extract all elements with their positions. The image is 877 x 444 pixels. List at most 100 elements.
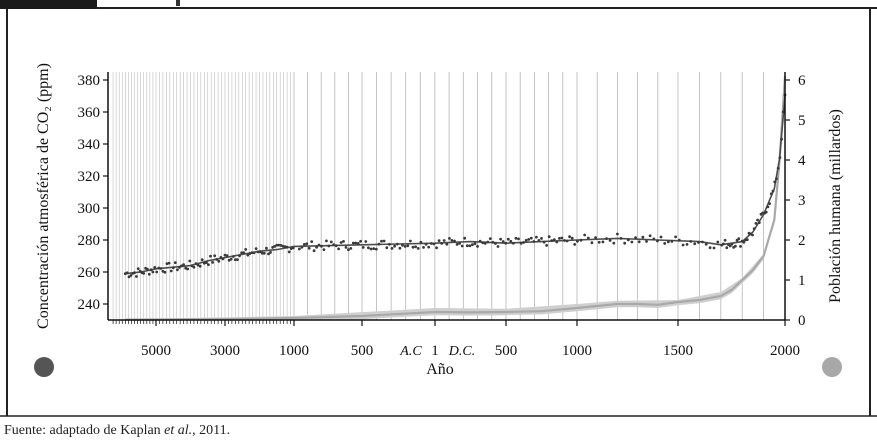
co2-point <box>483 242 487 245</box>
y-right-axis-title: Población humana (millardos) <box>827 109 844 303</box>
co2-point <box>742 240 746 244</box>
co2-point <box>344 246 348 249</box>
co2-point <box>200 258 204 262</box>
co2-point <box>176 268 179 272</box>
co2-point <box>327 244 331 248</box>
co2-point <box>354 241 358 245</box>
co2-point <box>689 240 693 243</box>
co2-point <box>419 240 423 244</box>
co2-point <box>478 239 482 243</box>
co2-point <box>524 238 528 242</box>
co2-point <box>215 258 219 261</box>
co2-point <box>442 239 446 242</box>
co2-point <box>519 241 523 245</box>
co2-point <box>225 254 229 258</box>
co2-point <box>630 240 634 244</box>
co2-point <box>317 243 321 247</box>
co2-point <box>229 257 233 261</box>
co2-point <box>182 263 186 266</box>
co2-point <box>359 239 362 243</box>
co2-point <box>146 267 149 271</box>
co2-point <box>231 255 235 258</box>
co2-point <box>781 110 785 114</box>
co2-point <box>310 240 314 244</box>
co2-point <box>202 261 206 265</box>
population-band-layer <box>125 76 786 320</box>
co2-point <box>125 271 129 275</box>
co2-point <box>652 237 656 241</box>
co2-point <box>302 243 306 246</box>
co2-point <box>409 239 412 243</box>
co2-point <box>648 234 652 238</box>
co2-point <box>339 241 343 244</box>
caption-italic: et al. <box>164 423 193 438</box>
co2-point <box>173 261 177 264</box>
co2-point <box>471 243 474 247</box>
co2-point <box>619 237 623 240</box>
co2-point <box>455 243 459 246</box>
co2-point <box>468 244 472 248</box>
co2-point <box>411 245 415 249</box>
co2-point <box>704 242 708 246</box>
co2-point <box>693 242 697 246</box>
co2-point <box>612 241 616 245</box>
y-left-axis-title: Concentración atmosférica de CO₂ (ppm) <box>35 63 52 329</box>
co2-point <box>287 250 291 254</box>
co2-point <box>623 241 627 245</box>
co2-point <box>388 242 391 246</box>
x-tick-label: 1000 <box>279 343 309 359</box>
co2-point <box>149 268 153 272</box>
x-tick-label: 1000 <box>562 343 592 359</box>
co2-point <box>315 245 318 249</box>
co2-point <box>728 244 732 248</box>
co2-point <box>377 242 381 246</box>
x-axis-title: Año <box>426 361 454 378</box>
co2-point <box>756 218 759 222</box>
co2-point <box>334 244 338 248</box>
co2-point <box>677 238 681 242</box>
co2-point <box>481 241 485 245</box>
co2-point <box>535 235 538 239</box>
co2-point <box>211 261 215 264</box>
co2-point <box>401 243 404 247</box>
caption-suffix: , 2011. <box>192 423 231 438</box>
tick-layer: 240 260 280 300 320 340 360 380 0 1 2 3 4 5 6 5000 3000 1… <box>78 73 807 359</box>
co2-point <box>734 244 737 248</box>
co2-point <box>129 274 133 277</box>
co2-point <box>159 267 163 270</box>
co2-point <box>188 259 192 263</box>
co2-point <box>494 242 497 245</box>
co2-point <box>701 240 704 244</box>
co2-point <box>273 245 277 248</box>
co2-point <box>641 235 645 239</box>
co2-point <box>739 245 742 248</box>
co2-point <box>279 244 283 247</box>
co2-point <box>674 235 677 239</box>
co2-point <box>659 235 663 239</box>
co2-point <box>670 240 674 243</box>
co2-point <box>165 262 169 265</box>
co2-point <box>275 243 279 247</box>
co2-point <box>285 245 289 249</box>
co2-point <box>364 240 368 243</box>
y-left-tick-label: 260 <box>78 265 101 281</box>
co2-point <box>445 242 449 246</box>
co2-point <box>708 246 712 250</box>
co2-point <box>737 237 741 241</box>
co2-point <box>537 239 541 242</box>
co2-point <box>590 241 594 245</box>
co2-point <box>757 221 761 225</box>
co2-point <box>558 237 561 240</box>
co2-point <box>476 245 479 248</box>
co2-point <box>594 236 597 240</box>
co2-point <box>406 244 410 248</box>
co2-point <box>393 244 396 248</box>
caption-prefix: Fuente: adaptado de Kaplan <box>4 423 165 438</box>
co2-point <box>267 252 270 256</box>
x-tick-label: 1 <box>431 343 439 359</box>
co2-point <box>416 247 420 250</box>
co2-point <box>656 239 659 243</box>
co2-point <box>320 244 323 248</box>
co2-point <box>560 236 564 240</box>
